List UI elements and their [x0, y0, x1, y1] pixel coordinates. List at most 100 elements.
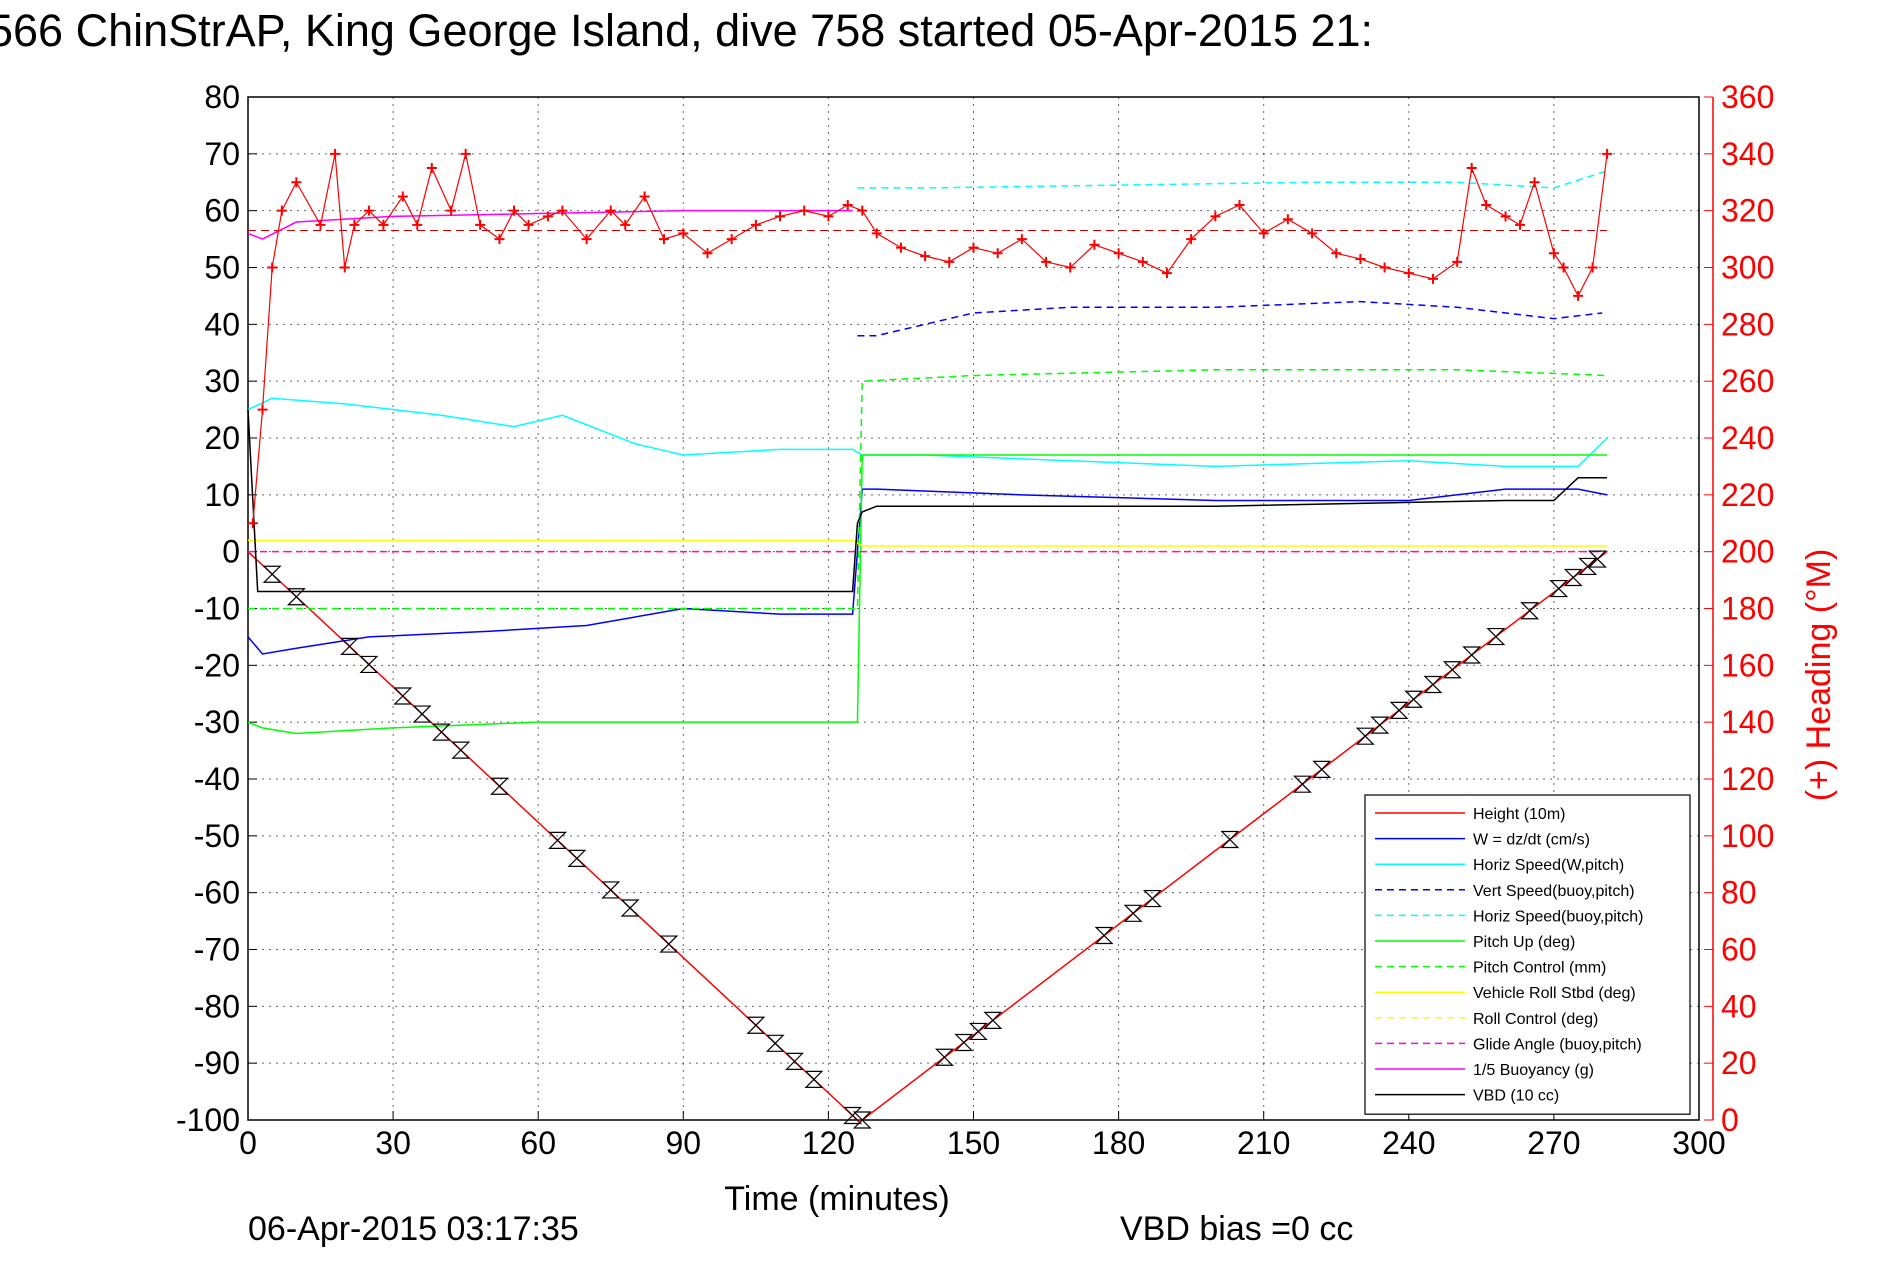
- legend-item-label: Vert Speed(buoy,pitch): [1473, 883, 1635, 900]
- series-pitch-up-deg: [247, 454, 1608, 735]
- height-marker: [746, 1016, 766, 1034]
- heading-marker: [397, 191, 408, 202]
- heading-marker: [1065, 262, 1076, 273]
- plot-area: 0 30 60 90 120 150 180 210 240 270 300-100-90-80-7…: [176, 79, 1774, 1161]
- height-marker: [1423, 675, 1443, 694]
- legend-item-label: Horiz Speed(buoy,pitch): [1473, 908, 1643, 925]
- series-vert-speed-buoy-pitch: [857, 300, 1603, 337]
- right-axis-label: (+) Heading (°M): [1800, 549, 1838, 802]
- x-tick-label: 300: [1672, 1125, 1725, 1161]
- right-y-tick-label: 40: [1721, 988, 1757, 1024]
- height-marker: [490, 777, 509, 795]
- heading-marker: [581, 234, 592, 245]
- x-tick-label: 0: [239, 1125, 257, 1161]
- height-marker: [1143, 889, 1162, 908]
- heading-marker: [1089, 239, 1100, 250]
- height-marker: [340, 637, 360, 655]
- height-marker: [432, 723, 451, 741]
- heading-marker: [1355, 253, 1366, 264]
- heading-marker: [1137, 256, 1148, 267]
- height-marker: [1587, 550, 1607, 568]
- y-tick-label: -80: [194, 988, 240, 1024]
- x-tick-label: 30: [375, 1125, 411, 1161]
- heading-marker: [330, 148, 341, 159]
- right-y-tick-label: 100: [1721, 818, 1774, 854]
- right-y-tick-label: 120: [1721, 761, 1774, 797]
- right-y-tick-label: 0: [1721, 1102, 1739, 1138]
- height-marker: [412, 705, 432, 723]
- heading-marker: [315, 219, 326, 230]
- heading-marker: [1573, 290, 1584, 301]
- right-y-tick-label: 360: [1721, 79, 1774, 115]
- height-marker: [1520, 602, 1540, 620]
- heading-marker: [247, 518, 258, 529]
- y-tick-label: 20: [204, 420, 240, 456]
- x-tick-label: 60: [520, 1125, 556, 1161]
- heading-marker: [509, 205, 520, 216]
- legend: Height (10m) W = dz/dt (cm/s) Horiz Speed(…: [1364, 794, 1691, 1115]
- heading-marker: [339, 262, 350, 273]
- heading-marker: [542, 211, 553, 222]
- x-tick-label: 90: [666, 1125, 702, 1161]
- height-marker: [659, 935, 679, 953]
- height-marker: [1292, 775, 1312, 793]
- height-marker: [785, 1052, 804, 1070]
- right-y-tick-label: 60: [1721, 932, 1757, 968]
- legend-item-label: Pitch Up (deg): [1473, 934, 1575, 951]
- heading-marker: [1186, 234, 1197, 245]
- right-y-tick-label: 220: [1721, 477, 1774, 513]
- x-tick-label: 120: [802, 1125, 855, 1161]
- y-tick-label: 40: [204, 306, 240, 342]
- y-tick-label: -90: [194, 1045, 240, 1081]
- x-tick-label: 210: [1237, 1125, 1290, 1161]
- height-marker: [620, 899, 640, 917]
- legend-item-label: Vehicle Roll Stbd (deg): [1473, 985, 1636, 1002]
- right-y-tick-label: 260: [1721, 363, 1774, 399]
- heading-marker: [1529, 177, 1540, 188]
- height-marker: [1370, 716, 1390, 734]
- series-vbd-10-cc: [247, 409, 1608, 593]
- heading-marker: [460, 148, 471, 159]
- heading-marker: [799, 205, 810, 216]
- heading-marker: [267, 262, 278, 273]
- y-tick-label: 80: [204, 79, 240, 115]
- height-marker: [1486, 627, 1506, 646]
- height-marker: [359, 655, 379, 674]
- right-y-tick-label: 180: [1721, 591, 1774, 627]
- heading-marker: [1500, 211, 1511, 222]
- heading-marker: [639, 191, 650, 202]
- heading-marker: [1587, 262, 1598, 273]
- right-y-tick-label: 320: [1721, 193, 1774, 229]
- heading-marker: [726, 234, 737, 245]
- heading-marker: [605, 205, 616, 216]
- height-marker: [1389, 701, 1409, 719]
- heading-marker: [750, 219, 761, 230]
- height-marker: [1123, 904, 1143, 922]
- right-y-tick-label: 160: [1721, 647, 1774, 683]
- heading-marker: [523, 219, 534, 230]
- y-tick-label: 60: [204, 193, 240, 229]
- heading-marker: [775, 211, 786, 222]
- series-horiz-speed-w-pitch: [247, 397, 1608, 468]
- heading-marker: [557, 205, 568, 216]
- heading-marker: [1234, 199, 1245, 210]
- y-tick-label: -40: [194, 761, 240, 797]
- height-marker: [451, 741, 471, 759]
- height-marker: [286, 588, 306, 606]
- heading-marker: [992, 248, 1003, 259]
- height-marker: [804, 1070, 824, 1088]
- right-y-tick-label: 240: [1721, 420, 1774, 456]
- y-tick-label: -60: [194, 875, 240, 911]
- legend-item-label: Glide Angle (buoy,pitch): [1473, 1036, 1642, 1053]
- heading-marker: [257, 404, 268, 415]
- heading-marker: [842, 199, 853, 210]
- height-marker: [393, 687, 413, 705]
- height-marker: [1549, 579, 1569, 598]
- height-marker: [1442, 661, 1462, 679]
- right-y-tick-label: 140: [1721, 704, 1774, 740]
- right-y-tick-label: 200: [1721, 534, 1774, 570]
- height-marker: [1312, 760, 1332, 779]
- height-marker: [1563, 568, 1583, 587]
- heading-marker: [475, 219, 486, 230]
